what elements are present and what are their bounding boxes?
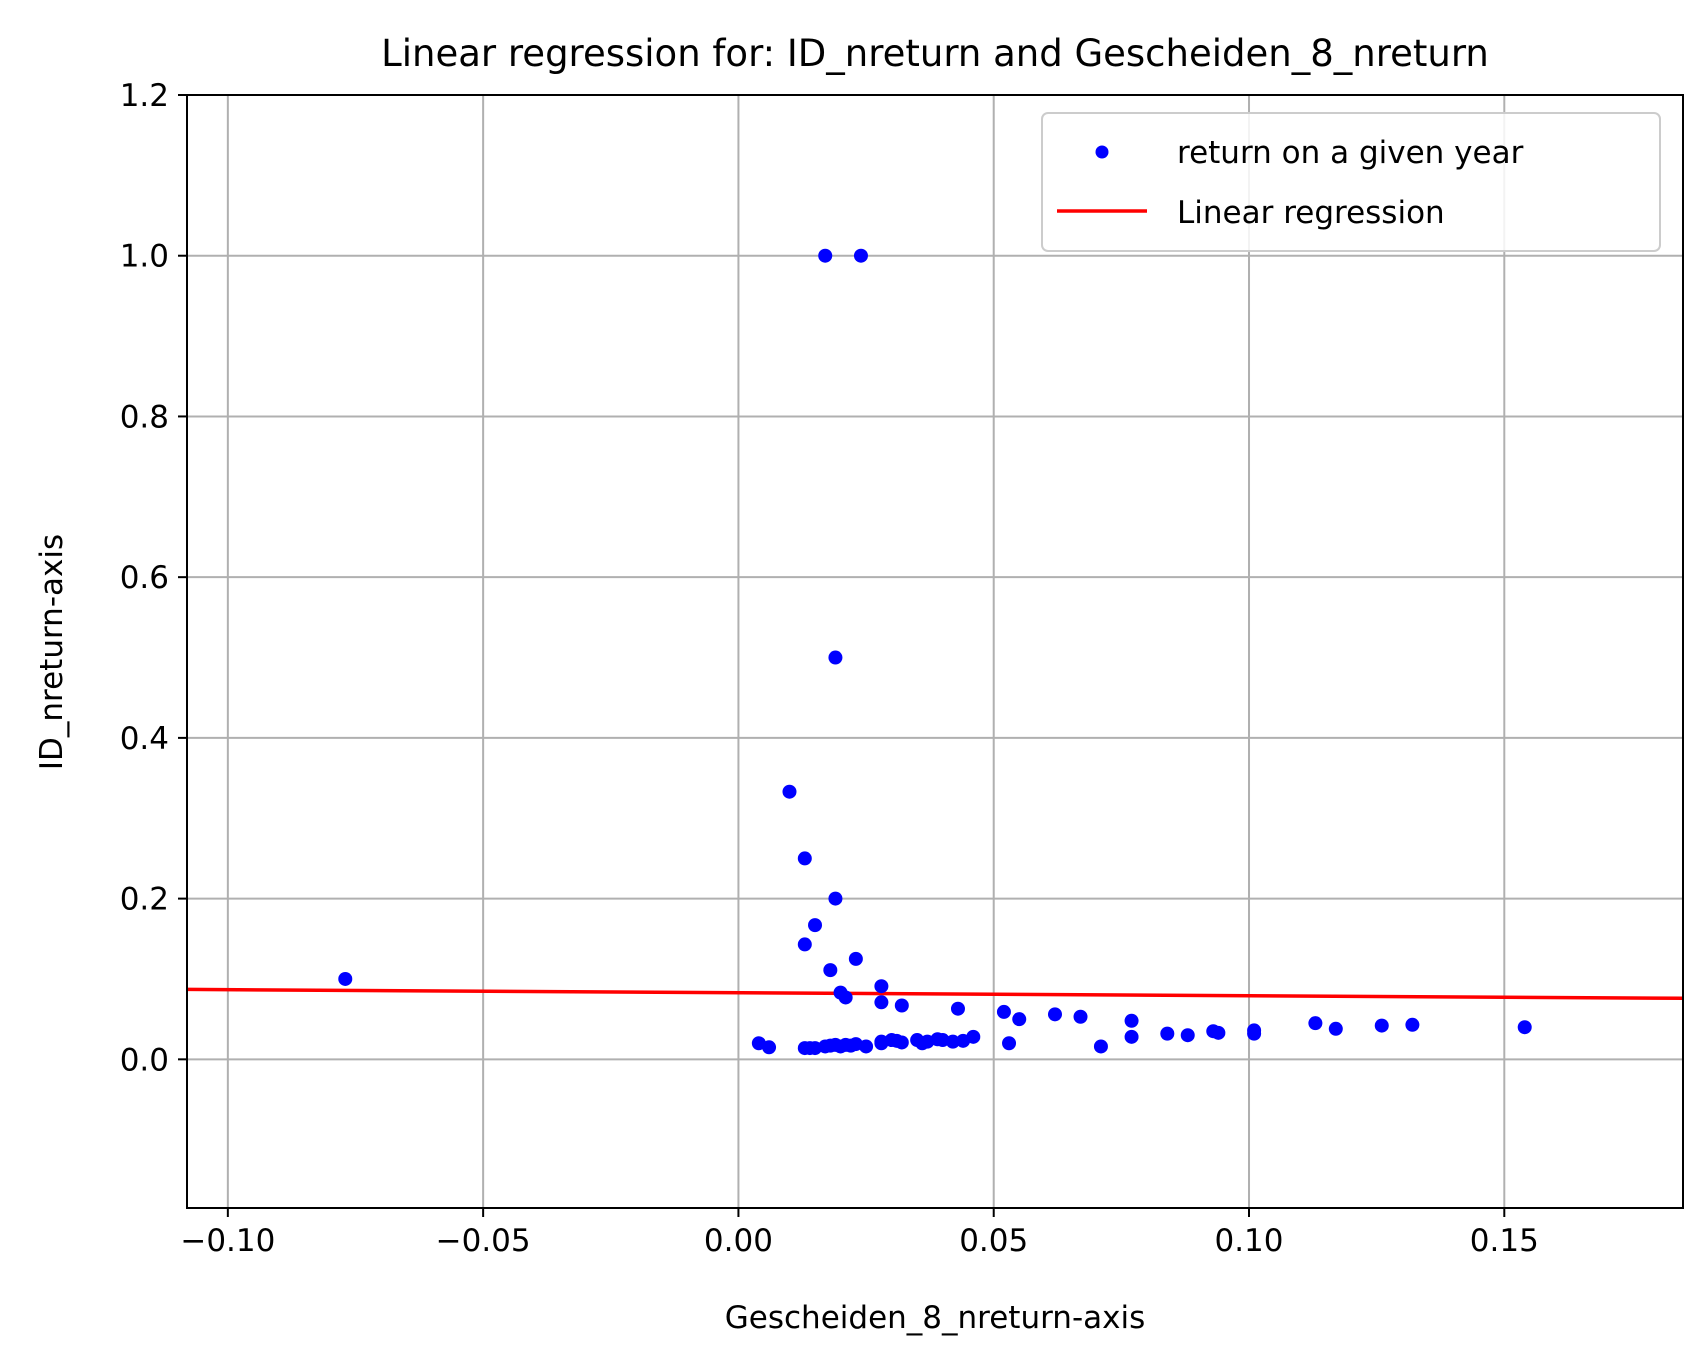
scatter-point — [1211, 1025, 1226, 1040]
x-tick-label: 0.10 — [1214, 1223, 1283, 1259]
scatter-point — [823, 963, 838, 978]
scatter-point — [894, 1035, 909, 1050]
scatter-point — [1180, 1028, 1195, 1043]
scatter-point — [1012, 1012, 1027, 1027]
chart-title: Linear regression for: ID_nreturn and Ge… — [381, 32, 1489, 75]
scatter-point — [950, 1001, 965, 1016]
scatter-point — [1517, 1020, 1532, 1035]
regression-line — [186, 987, 1684, 1001]
x-axis-label: Gescheiden_8_nreturn-axis — [725, 1300, 1145, 1336]
scatter-point — [797, 937, 812, 952]
scatter-point — [1374, 1018, 1389, 1033]
scatter-point — [808, 918, 823, 933]
scatter-point — [1093, 1039, 1108, 1054]
legend: return on a given year Linear regression — [1041, 112, 1661, 252]
scatter-point — [338, 971, 353, 986]
scatter-point — [762, 1040, 777, 1055]
x-tick-label: −0.05 — [436, 1223, 531, 1259]
scatter-point — [874, 995, 889, 1010]
legend-entry-regression: Linear regression — [1177, 195, 1445, 231]
scatter-point — [838, 990, 853, 1005]
x-tick-label: 0.05 — [959, 1223, 1028, 1259]
scatter-point — [1124, 1029, 1139, 1044]
x-tick-label: 0.00 — [704, 1223, 773, 1259]
scatter-point — [848, 951, 863, 966]
scatter-point — [818, 248, 833, 263]
ticks: −0.10 −0.05 0.00 0.05 0.10 0.15 0.0 0.2 0.4 0.6 0.… — [120, 78, 1539, 1259]
x-tick-label: −0.10 — [180, 1223, 275, 1259]
scatter-point — [1405, 1017, 1420, 1032]
y-tick-label: 1.2 — [120, 78, 169, 114]
scatter-point — [1124, 1013, 1139, 1028]
scatter-point — [828, 650, 843, 665]
x-tick-label: 0.15 — [1470, 1223, 1539, 1259]
grid — [187, 94, 1683, 1208]
y-tick-label: 0.2 — [120, 882, 169, 918]
scatter-point — [828, 891, 843, 906]
scatter-point — [853, 248, 868, 263]
scatter-point — [966, 1029, 981, 1044]
y-tick-label: 0.8 — [120, 399, 169, 435]
scatter-point — [894, 998, 909, 1013]
scatter-point — [1247, 1023, 1262, 1038]
y-tick-label: 0.4 — [120, 721, 169, 757]
scatter-point — [1328, 1021, 1343, 1036]
regression-line-layer — [186, 987, 1684, 1001]
scatter-point — [874, 979, 889, 994]
scatter-point — [945, 1034, 960, 1049]
y-tick-label: 0.0 — [120, 1042, 169, 1078]
y-tick-label: 0.6 — [120, 560, 169, 596]
scatter-point — [1308, 1016, 1323, 1031]
legend-box — [1041, 112, 1661, 252]
scatter-point — [1002, 1036, 1017, 1051]
legend-scatter-marker — [1095, 145, 1109, 159]
legend-entry-scatter: return on a given year — [1177, 135, 1524, 171]
y-tick-label: 1.0 — [120, 239, 169, 275]
scatter-point — [996, 1004, 1011, 1019]
plot-frame — [186, 94, 1684, 1209]
scatter-point — [1073, 1009, 1088, 1024]
scatter-points — [338, 248, 1532, 1056]
scatter-point — [797, 851, 812, 866]
scatter-point — [1047, 1007, 1062, 1022]
scatter-point — [1160, 1026, 1175, 1041]
y-axis-label: ID_nreturn-axis — [34, 534, 70, 770]
scatter-point — [782, 784, 797, 799]
scatter-point — [859, 1039, 874, 1054]
